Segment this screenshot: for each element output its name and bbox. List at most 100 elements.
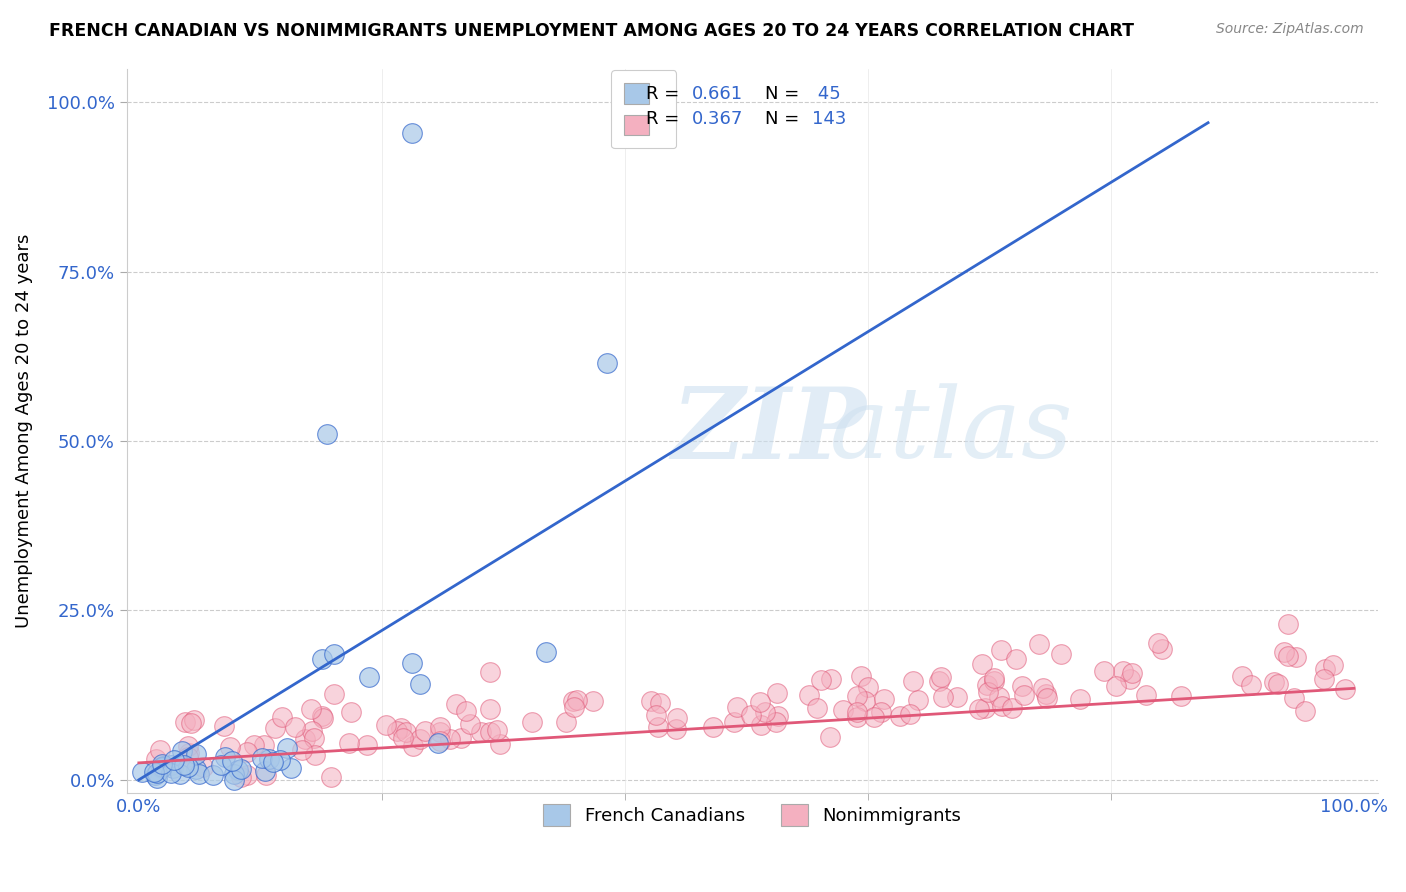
Point [271,710,294,724]
Point [429,733,451,747]
Point [1277,617,1299,632]
Point [845,706,868,720]
Point [766,708,789,723]
Point [446,697,468,711]
Point [983,674,1005,689]
Point [479,665,502,680]
Point [582,694,605,708]
Point [723,715,745,730]
Point [470,725,492,739]
Point [236,745,259,759]
Point [489,737,512,751]
Point [177,746,200,760]
Point [146,766,169,780]
Point [401,657,423,671]
Point [184,747,207,761]
Point [973,700,995,714]
Point [322,687,344,701]
Point [150,761,173,775]
Text: FRENCH CANADIAN VS NONIMMIGRANTS UNEMPLOYMENT AMONG AGES 20 TO 24 YEARS CORRELAT: FRENCH CANADIAN VS NONIMMIGRANTS UNEMPLO… [49,22,1135,40]
Point [990,643,1012,657]
Point [312,711,335,725]
Point [991,698,1014,713]
Text: atlas: atlas [671,384,1073,479]
Point [640,694,662,708]
Point [142,765,165,780]
Point [385,723,408,738]
Point [648,696,671,710]
Point [1035,687,1057,701]
Point [928,674,950,689]
Point [1112,664,1135,678]
Point [1119,672,1142,686]
Point [322,647,344,661]
Point [1147,636,1170,650]
Point [162,761,184,775]
Point [806,700,828,714]
Point [454,704,477,718]
Point [316,427,339,442]
Point [257,752,280,766]
Point [458,717,481,731]
Y-axis label: Unemployment Among Ages 20 to 24 years: Unemployment Among Ages 20 to 24 years [15,234,32,628]
Point [177,750,200,764]
Point [987,690,1010,705]
Point [595,356,617,370]
Point [645,708,668,723]
Point [1267,676,1289,690]
Point [970,657,993,672]
Point [276,740,298,755]
Point [184,762,207,776]
Point [209,757,232,772]
Point [250,750,273,764]
Point [150,760,173,774]
Point [1282,691,1305,706]
Point [236,767,259,781]
Legend: French Canadians, Nonimmigrants: French Canadians, Nonimmigrants [534,795,970,835]
Point [1050,648,1073,662]
Point [173,758,195,772]
Point [294,731,316,746]
Point [702,720,724,734]
Point [1313,673,1336,687]
Point [846,710,869,724]
Point [304,748,326,763]
Text: R =: R = [645,85,685,103]
Point [243,739,266,753]
Point [229,762,252,776]
Point [262,755,284,769]
Text: N =: N = [765,85,806,103]
Point [856,681,879,695]
Point [202,767,225,781]
Point [665,722,688,736]
Point [409,677,432,691]
Point [163,753,186,767]
Point [143,768,166,782]
Point [280,761,302,775]
Text: N =: N = [765,111,806,128]
Point [160,758,183,772]
Point [170,744,193,758]
Point [1263,675,1285,690]
Point [1001,701,1024,715]
Point [254,768,277,782]
Point [665,711,688,725]
Point [413,723,436,738]
Point [799,688,821,702]
Point [269,753,291,767]
Point [221,754,243,768]
Point [486,723,509,738]
Point [1011,679,1033,693]
Point [131,765,153,780]
Point [337,736,360,750]
Point [311,709,333,723]
Point [727,700,749,714]
Point [253,738,276,752]
Point [1069,691,1091,706]
Point [967,701,990,715]
Text: 0.661: 0.661 [692,85,744,103]
Point [439,731,461,746]
Point [820,672,842,686]
Point [873,691,896,706]
Point [253,764,276,778]
